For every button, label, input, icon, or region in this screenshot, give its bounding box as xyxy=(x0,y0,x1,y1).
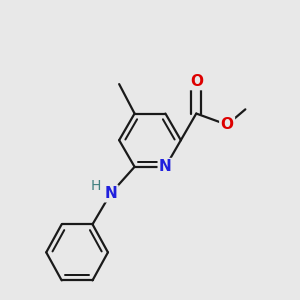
Text: H: H xyxy=(90,179,101,194)
Text: N: N xyxy=(104,186,117,201)
Text: N: N xyxy=(159,159,172,174)
Text: N: N xyxy=(104,186,117,201)
Text: O: O xyxy=(220,117,234,132)
Text: N: N xyxy=(159,159,172,174)
Text: O: O xyxy=(190,74,203,89)
Text: O: O xyxy=(220,117,234,132)
Text: O: O xyxy=(190,74,203,89)
